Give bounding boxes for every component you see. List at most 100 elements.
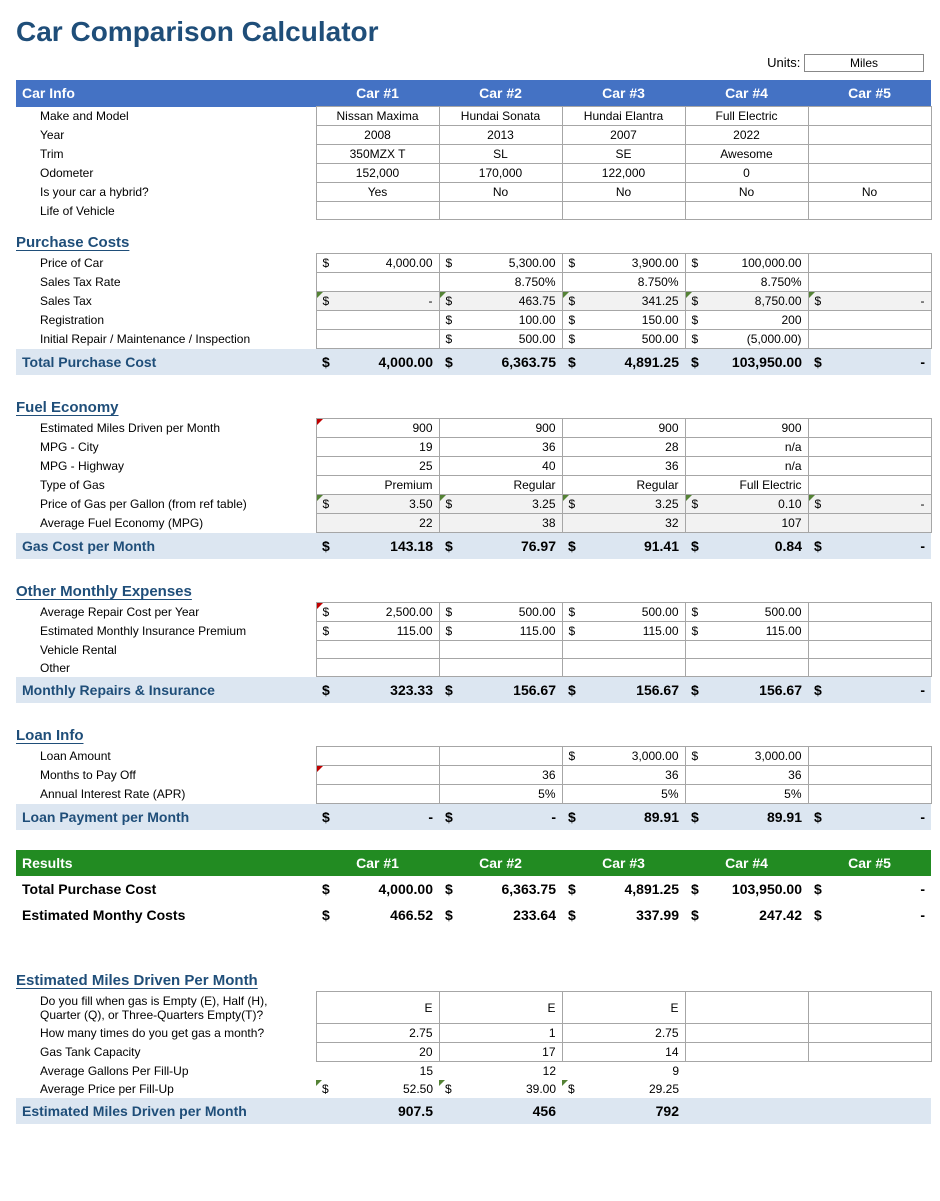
data-cell: $463.75 [439, 292, 562, 311]
data-cell: 2008 [316, 126, 439, 145]
data-cell: 20 [316, 1043, 439, 1062]
section-title: Estimated Miles Driven Per Month [16, 958, 931, 992]
data-cell [562, 202, 685, 220]
total-cell: $76.97 [439, 533, 562, 560]
data-cell: No [685, 183, 808, 202]
data-cell: 5% [439, 785, 562, 804]
row-label: Price of Gas per Gallon (from ref table) [16, 495, 316, 514]
data-cell: 152,000 [316, 164, 439, 183]
total-cell: 792 [562, 1098, 685, 1124]
data-cell: $3.25 [562, 495, 685, 514]
row-label: MPG - Highway [16, 457, 316, 476]
data-cell: Nissan Maxima [316, 107, 439, 126]
total-cell: $4,891.25 [562, 349, 685, 376]
data-cell: 12 [439, 1062, 562, 1081]
data-cell: No [808, 183, 931, 202]
data-cell: 36 [685, 766, 808, 785]
data-cell [685, 1043, 808, 1062]
col-header: Car #5 [808, 850, 931, 876]
row-label: Type of Gas [16, 476, 316, 495]
data-cell [808, 476, 931, 495]
total-label: Monthly Repairs & Insurance [16, 677, 316, 704]
data-cell [316, 202, 439, 220]
data-cell: $5,300.00 [439, 254, 562, 273]
data-cell [685, 992, 808, 1024]
row-label: Estimated Monthly Insurance Premium [16, 622, 316, 641]
data-cell: 8.750% [685, 273, 808, 292]
section-header: Results [16, 850, 316, 876]
row-label: Sales Tax [16, 292, 316, 311]
data-cell [562, 641, 685, 659]
data-cell [808, 330, 931, 349]
row-label: MPG - City [16, 438, 316, 457]
data-cell [316, 785, 439, 804]
data-cell: E [562, 992, 685, 1024]
data-cell [808, 126, 931, 145]
col-header: Car #1 [316, 850, 439, 876]
row-label: Other [16, 659, 316, 677]
data-cell: 350MZX T [316, 145, 439, 164]
data-cell: 1 [439, 1024, 562, 1043]
data-cell: 8.750% [439, 273, 562, 292]
data-cell: $8,750.00 [685, 292, 808, 311]
data-cell [808, 419, 931, 438]
data-cell [316, 659, 439, 677]
units-input[interactable] [804, 54, 924, 72]
data-cell: $0.10 [685, 495, 808, 514]
total-cell: $323.33 [316, 677, 439, 704]
row-label: Odometer [16, 164, 316, 183]
data-cell [685, 659, 808, 677]
total-cell [685, 1098, 808, 1124]
data-cell: Hundai Sonata [439, 107, 562, 126]
col-header: Car #1 [316, 80, 439, 107]
row-label: Average Gallons Per Fill-Up [16, 1062, 316, 1081]
row-label: Initial Repair / Maintenance / Inspectio… [16, 330, 316, 349]
data-cell: 32 [562, 514, 685, 533]
data-cell: 2013 [439, 126, 562, 145]
data-cell: $4,000.00 [316, 254, 439, 273]
data-cell: $3,000.00 [685, 747, 808, 766]
data-cell [439, 641, 562, 659]
col-header: Car #4 [685, 80, 808, 107]
total-cell: $0.84 [685, 533, 808, 560]
data-cell: $200 [685, 311, 808, 330]
main-grid: Car InfoCar #1Car #2Car #3Car #4Car #5Ma… [16, 80, 932, 1124]
row-label: Is your car a hybrid? [16, 183, 316, 202]
data-cell: No [562, 183, 685, 202]
result-label: Estimated Monthy Costs [16, 902, 316, 928]
data-cell [808, 1080, 931, 1098]
data-cell: $500.00 [685, 603, 808, 622]
total-cell: $6,363.75 [439, 349, 562, 376]
data-cell: $(5,000.00) [685, 330, 808, 349]
data-cell: 900 [562, 419, 685, 438]
data-cell: 2007 [562, 126, 685, 145]
col-header: Car #3 [562, 850, 685, 876]
data-cell [439, 202, 562, 220]
section-title: Purchase Costs [16, 220, 931, 254]
data-cell: Regular [562, 476, 685, 495]
row-label: Months to Pay Off [16, 766, 316, 785]
row-label: Registration [16, 311, 316, 330]
data-cell [808, 622, 931, 641]
data-cell: n/a [685, 438, 808, 457]
page-title: Car Comparison Calculator [16, 16, 924, 48]
data-cell [808, 514, 931, 533]
data-cell: E [439, 992, 562, 1024]
result-cell: $103,950.00 [685, 876, 808, 902]
total-cell: $156.67 [685, 677, 808, 704]
data-cell [808, 164, 931, 183]
row-label: Average Repair Cost per Year [16, 603, 316, 622]
data-cell [808, 145, 931, 164]
result-cell: $- [808, 876, 931, 902]
data-cell: 36 [439, 766, 562, 785]
col-header: Car #2 [439, 80, 562, 107]
total-cell: $- [439, 804, 562, 831]
row-label: Year [16, 126, 316, 145]
data-cell: n/a [685, 457, 808, 476]
row-label: Gas Tank Capacity [16, 1043, 316, 1062]
data-cell [316, 641, 439, 659]
row-label: Annual Interest Rate (APR) [16, 785, 316, 804]
data-cell [808, 457, 931, 476]
row-label: Average Fuel Economy (MPG) [16, 514, 316, 533]
data-cell: $115.00 [685, 622, 808, 641]
